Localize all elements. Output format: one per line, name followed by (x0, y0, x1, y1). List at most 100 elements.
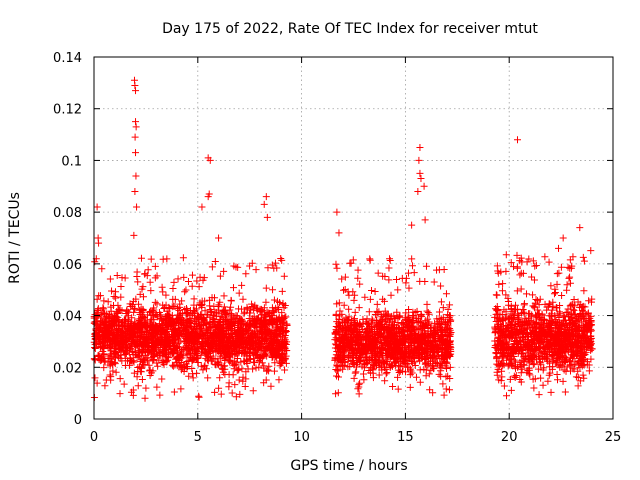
data-point (153, 272, 161, 280)
data-point (366, 256, 374, 264)
data-point (541, 253, 549, 261)
data-point (551, 289, 559, 297)
data-point (355, 304, 363, 312)
data-point (423, 300, 431, 308)
data-point (558, 291, 566, 299)
data-point (440, 391, 448, 399)
data-point (366, 255, 374, 263)
data-point (109, 367, 117, 375)
data-point (340, 286, 348, 294)
data-point (506, 375, 514, 383)
data-point (278, 287, 286, 295)
data-point (239, 295, 247, 303)
data-point (336, 307, 344, 315)
data-point (424, 309, 432, 317)
data-point (349, 288, 357, 296)
data-point (277, 255, 285, 263)
data-point (387, 291, 395, 299)
data-point (179, 254, 187, 262)
data-point (153, 310, 161, 318)
data-point (106, 275, 114, 283)
data-point (430, 278, 438, 286)
data-point (537, 374, 545, 382)
data-point (246, 355, 254, 363)
data-point (94, 322, 102, 330)
grid (94, 57, 613, 419)
data-point (493, 371, 501, 379)
data-point (280, 272, 288, 280)
data-point (270, 367, 278, 375)
data-point (416, 378, 424, 386)
data-point (211, 258, 219, 266)
data-point (232, 393, 240, 401)
data-point (393, 275, 401, 283)
data-point (151, 298, 159, 306)
data-point (271, 359, 279, 367)
data-point (208, 263, 216, 271)
data-point (565, 274, 573, 282)
data-point (100, 297, 108, 305)
data-point (413, 307, 421, 315)
data-point (437, 282, 445, 290)
data-point (502, 267, 510, 275)
data-point (356, 379, 364, 387)
data-point (517, 285, 525, 293)
data-point (405, 284, 413, 292)
data-point (229, 284, 237, 292)
data-point (374, 269, 382, 277)
data-point (428, 363, 436, 371)
data-point (265, 367, 273, 375)
data-point (412, 373, 420, 381)
data-point (580, 287, 588, 295)
data-point (354, 266, 362, 274)
data-point (544, 377, 552, 385)
data-point (108, 287, 116, 295)
data-point (585, 367, 593, 375)
data-point (402, 279, 410, 287)
data-point (531, 262, 539, 270)
data-point (93, 379, 101, 387)
data-point (345, 305, 353, 313)
data-point (112, 294, 120, 302)
data-point (168, 361, 176, 369)
data-point (365, 308, 373, 316)
data-point (238, 365, 246, 373)
data-point (154, 362, 162, 370)
data-point (228, 389, 236, 397)
data-point (408, 255, 416, 263)
data-point (566, 279, 574, 287)
data-point (130, 297, 138, 305)
data-point (91, 374, 99, 382)
data-point (110, 292, 118, 300)
data-point (502, 392, 510, 400)
data-point (106, 371, 114, 379)
data-point (522, 290, 530, 298)
data-point (201, 361, 209, 369)
data-point (204, 374, 212, 382)
data-point (351, 369, 359, 377)
data-point (271, 259, 279, 267)
data-point (190, 301, 198, 309)
data-point (202, 365, 210, 373)
data-point (442, 385, 450, 393)
data-point (269, 286, 277, 294)
data-point (158, 375, 166, 383)
data-point (252, 266, 260, 274)
data-point (563, 286, 571, 294)
data-point (385, 264, 393, 272)
data-point (394, 373, 402, 381)
data-point (587, 247, 595, 255)
data-point (258, 359, 266, 367)
data-point (116, 390, 124, 398)
data-point (394, 286, 402, 294)
data-point (235, 289, 243, 297)
data-point (133, 273, 141, 281)
data-point (435, 370, 443, 378)
data-point (535, 391, 543, 399)
data-point (134, 382, 142, 390)
data-point (409, 262, 417, 270)
data-point (262, 284, 270, 292)
data-point (147, 255, 155, 263)
data-point (241, 383, 249, 391)
data-point (442, 290, 450, 298)
